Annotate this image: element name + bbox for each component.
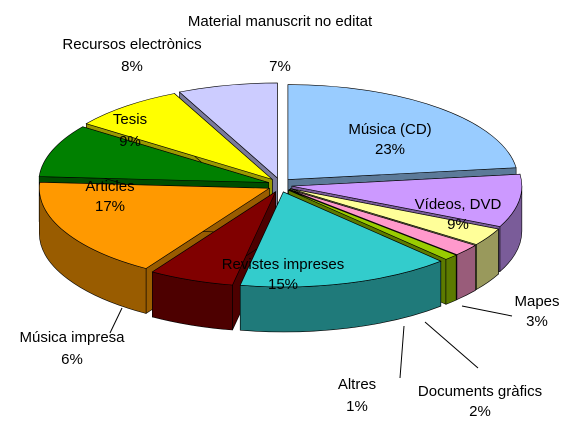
- slices: [38, 82, 523, 333]
- slice: [287, 84, 517, 180]
- slice: [151, 190, 277, 286]
- slice-label: Música (CD): [348, 121, 432, 138]
- slice: [38, 126, 269, 183]
- value-label: 15%: [267, 276, 299, 293]
- slice: [291, 173, 523, 227]
- slice-label: Mapes: [514, 293, 560, 310]
- leader-line: [424, 321, 479, 369]
- slice: [239, 191, 442, 288]
- value-label: 9%: [119, 133, 141, 150]
- value-label: 8%: [121, 58, 143, 75]
- slice-label: Tesis: [112, 111, 148, 128]
- leader-line: [399, 325, 405, 379]
- value-label: 1%: [346, 398, 368, 415]
- slice: [288, 189, 457, 260]
- slice-label: Material manuscrit no editat: [187, 13, 373, 30]
- leader-line: [109, 307, 123, 334]
- slice: [290, 188, 500, 245]
- leader-line: [461, 305, 513, 317]
- value-label: 3%: [526, 313, 548, 330]
- slice-label: Revistes impreses: [221, 256, 345, 273]
- value-label: 7%: [269, 58, 291, 75]
- slice: [178, 82, 278, 179]
- slice-label: Articles: [85, 178, 135, 195]
- value-label: 6%: [61, 351, 83, 368]
- slice: [289, 189, 477, 255]
- slice-label: Altres: [337, 376, 377, 393]
- value-label: 2%: [469, 403, 491, 420]
- slice-label: Recursos electrònics: [62, 36, 202, 53]
- value-label: 9%: [447, 216, 469, 233]
- value-label: 17%: [94, 198, 126, 215]
- slice-label: Documents gràfics: [417, 383, 543, 400]
- slice-label: Vídeos, DVD: [414, 196, 502, 213]
- value-label: 23%: [374, 141, 406, 158]
- slice-wall: [445, 254, 457, 305]
- slice: [39, 181, 271, 269]
- slice: [85, 93, 273, 180]
- slice-label: Música impresa: [19, 329, 125, 346]
